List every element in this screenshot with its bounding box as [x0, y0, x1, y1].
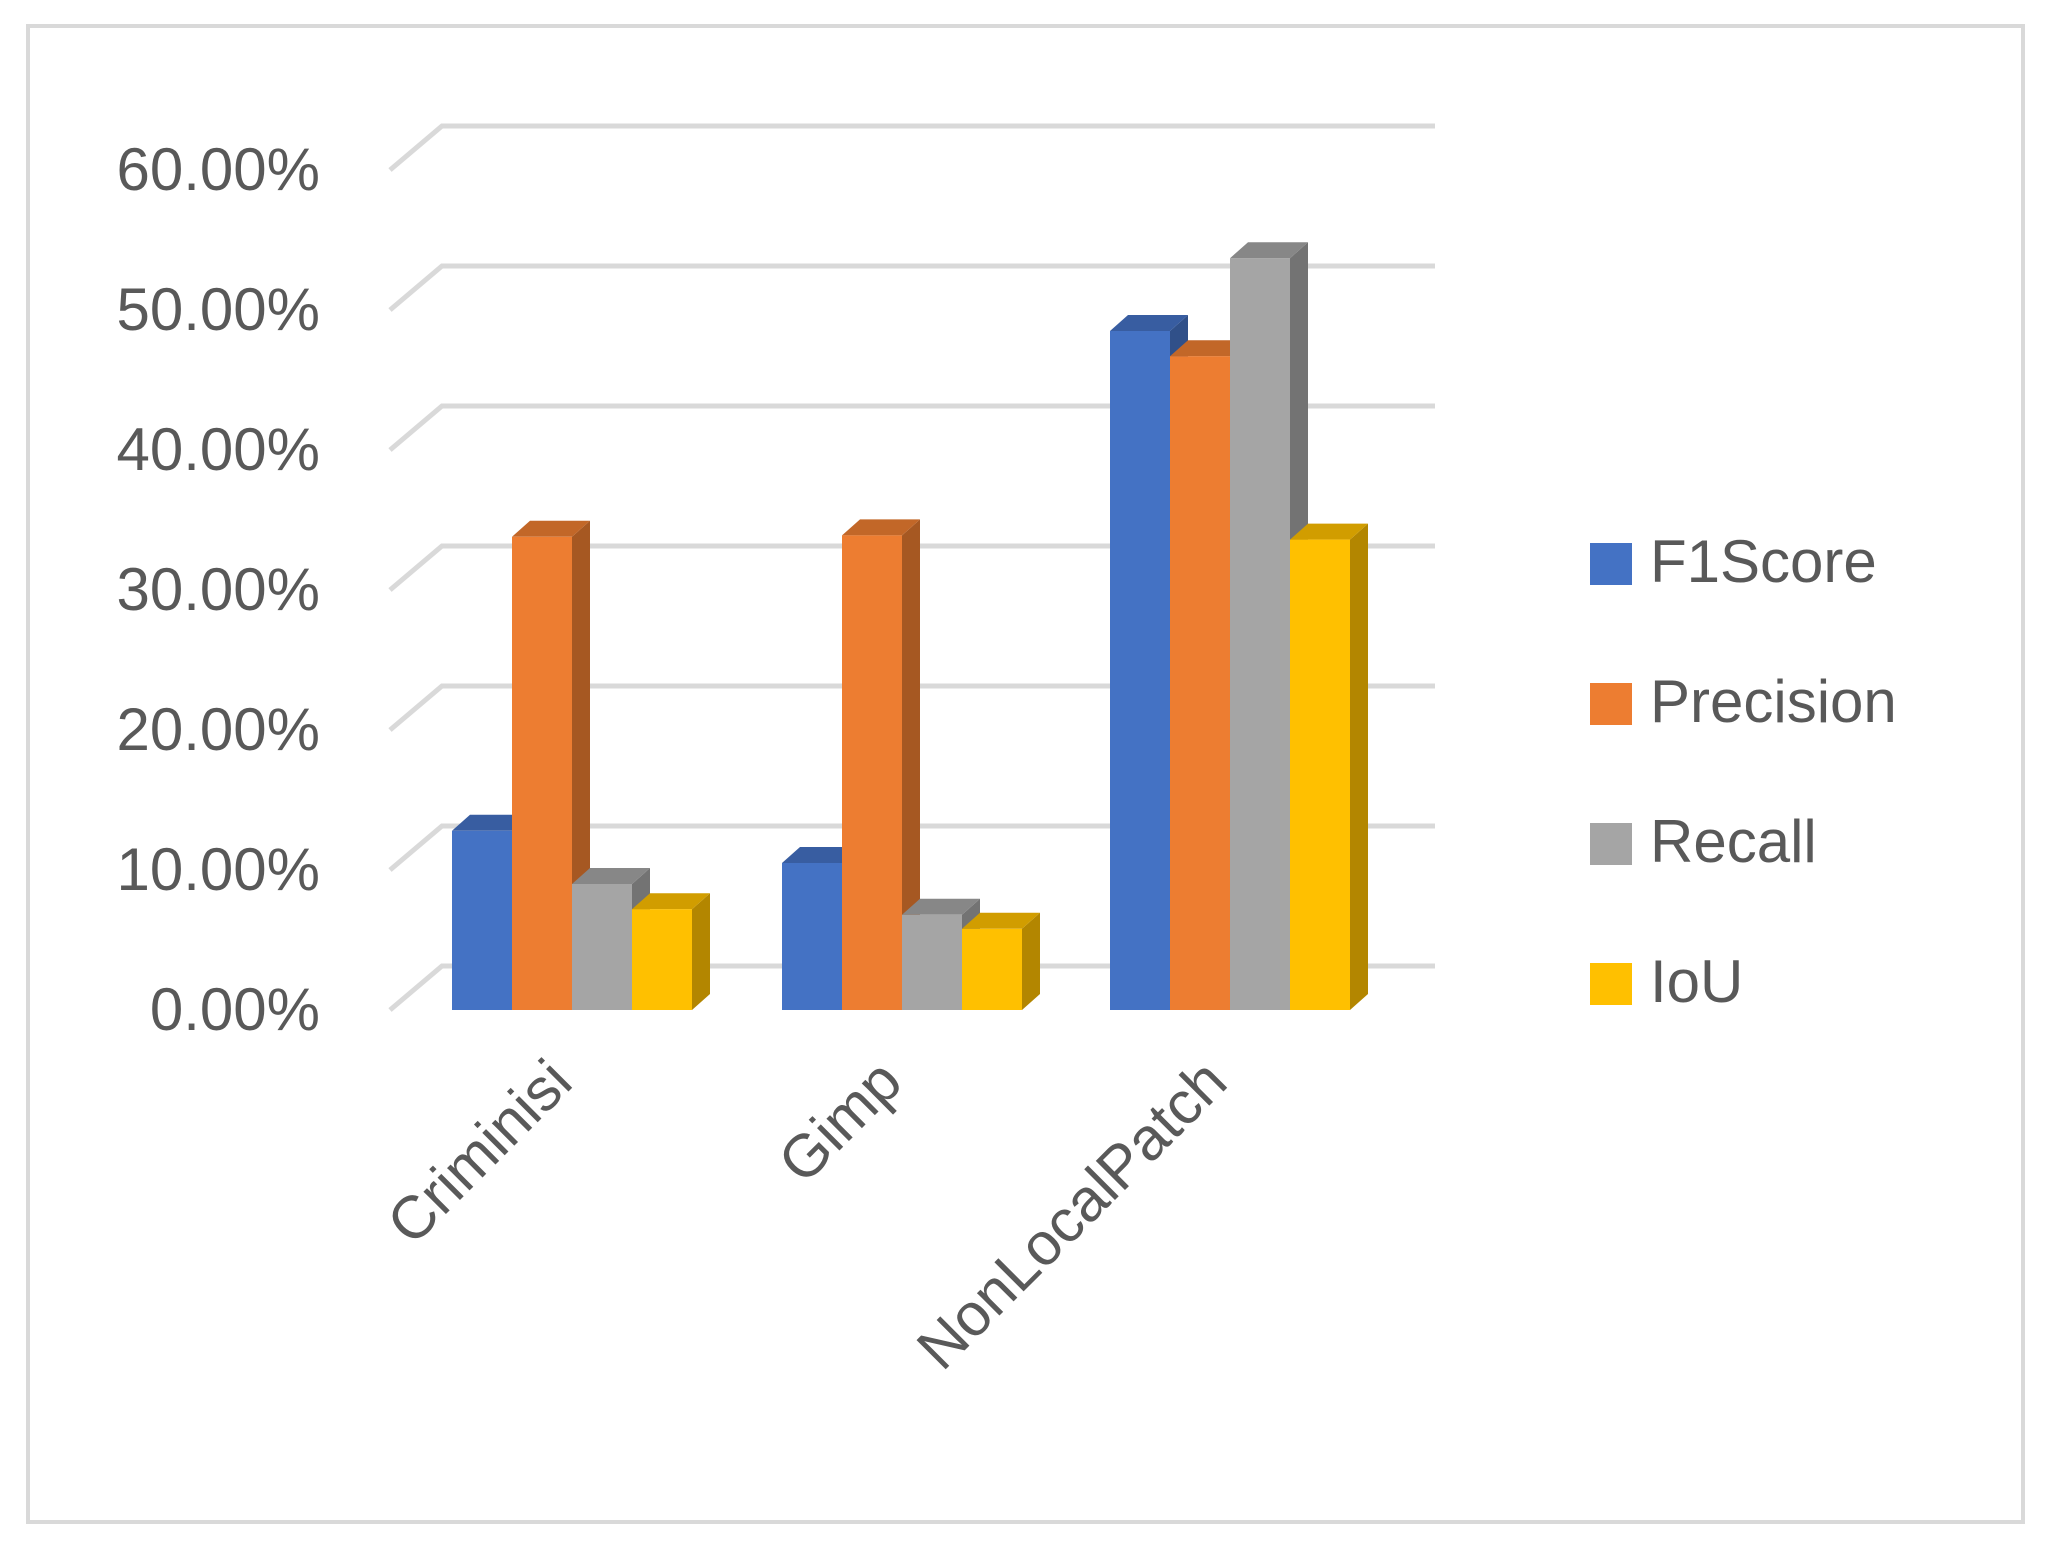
gridline: [388, 263, 1435, 312]
gridline: [388, 543, 1435, 592]
bar-top: [632, 893, 710, 910]
bar-top: [1230, 242, 1308, 259]
bar-top: [782, 847, 860, 863]
y-tick-label: 50.00%: [117, 276, 321, 343]
bar-iou-criminisi: [632, 893, 710, 1010]
gridlines: [388, 123, 1435, 1012]
gridline: [388, 963, 1435, 1012]
bar-front: [572, 884, 632, 1010]
bar-front: [1290, 539, 1350, 1010]
gridline: [388, 823, 1435, 872]
bars: [452, 242, 1368, 1010]
bar-side: [902, 519, 920, 1010]
y-tick-label: 10.00%: [117, 836, 321, 903]
y-tick-label: 0.00%: [150, 976, 320, 1043]
bar-front: [1230, 258, 1290, 1010]
legend-swatch-iou: [1590, 963, 1632, 1005]
bar-front: [1170, 356, 1230, 1010]
bar-front: [512, 536, 572, 1010]
bar-top: [962, 912, 1040, 929]
bar-front: [902, 914, 962, 1010]
x-category-label: NonLocalPatch: [904, 1047, 1239, 1382]
bar-front: [1110, 331, 1170, 1010]
legend-swatch-precision: [1590, 683, 1632, 725]
y-tick-label: 30.00%: [117, 556, 321, 623]
y-axis-tick-labels: 0.00% 10.00% 20.00% 30.00% 40.00% 50.00% 60.00…: [117, 136, 321, 1043]
gridline: [388, 123, 1435, 172]
legend-label-recall: Recall: [1650, 808, 1817, 875]
bar-precision-gimp: [842, 519, 920, 1010]
legend-label-f1score: F1Score: [1650, 528, 1877, 595]
y-tick-label: 40.00%: [117, 416, 321, 483]
bar-side: [1350, 523, 1368, 1010]
bar-iou-nonlocalpatch: [1290, 523, 1368, 1010]
x-category-label: Criminisi: [374, 1047, 584, 1257]
bar-front: [452, 830, 512, 1010]
legend-swatch-recall: [1590, 823, 1632, 865]
bar-front: [962, 928, 1022, 1010]
gridline: [388, 683, 1435, 732]
bar-top: [512, 520, 590, 537]
bar-top: [572, 868, 650, 884]
y-tick-label: 20.00%: [117, 696, 321, 763]
legend-label-iou: IoU: [1650, 948, 1743, 1015]
x-category-label: Gimp: [765, 1047, 914, 1196]
legend-swatch-f1score: [1590, 543, 1632, 585]
bar-front: [632, 909, 692, 1010]
bar-top: [1110, 315, 1188, 331]
bar-top: [452, 814, 530, 831]
bar-front: [842, 535, 902, 1010]
bar-iou-gimp: [962, 912, 1040, 1010]
bar-top: [1290, 523, 1368, 540]
bar-top: [842, 519, 920, 536]
chart-frame: [26, 24, 2025, 1524]
gridline: [388, 403, 1435, 452]
bar-front: [782, 863, 842, 1010]
bar-top: [1170, 340, 1248, 357]
legend: F1Score Precision Recall IoU: [1590, 528, 1897, 1015]
legend-label-precision: Precision: [1650, 668, 1897, 735]
bar-side: [692, 893, 710, 1010]
y-tick-label: 60.00%: [117, 136, 321, 203]
bar-top: [902, 898, 980, 915]
bar-side: [1022, 912, 1040, 1010]
